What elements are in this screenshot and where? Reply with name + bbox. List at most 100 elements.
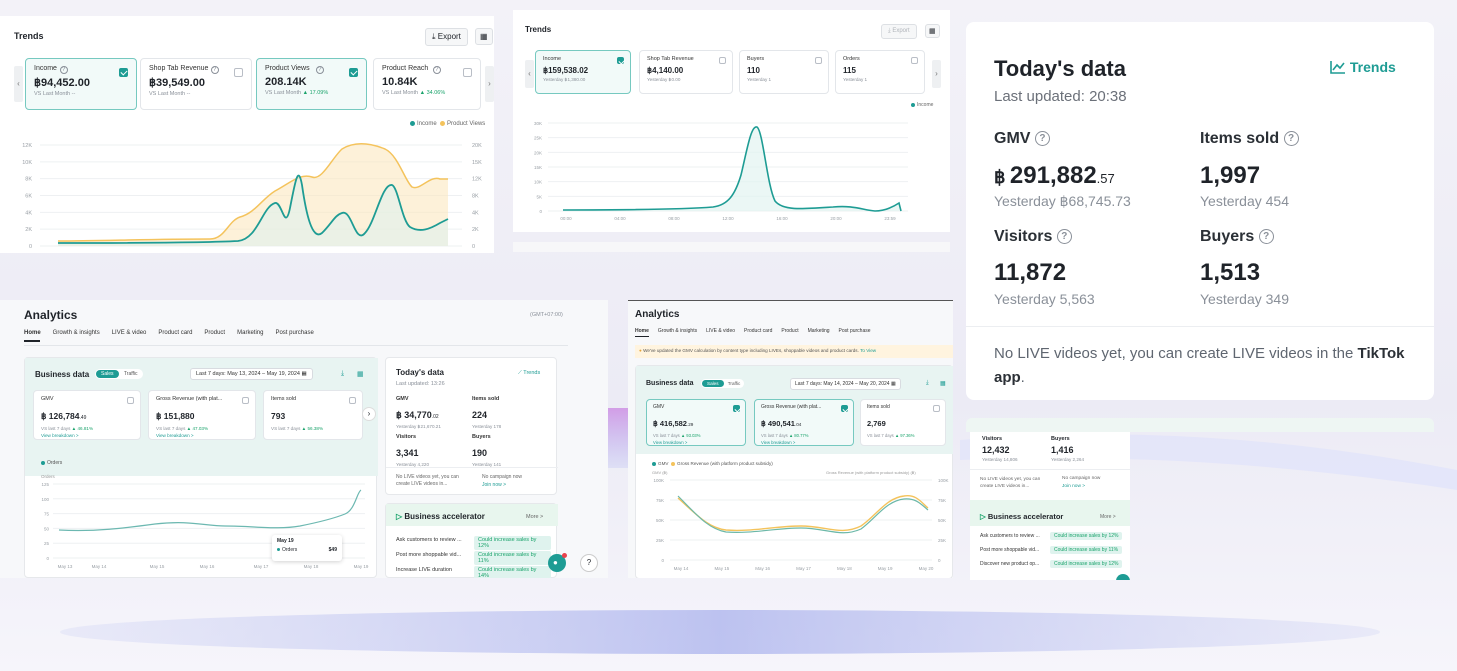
metric-card-gross-revenue-with-plat[interactable]: Gross Revenue (with plat... ฿ 490,541.04 V…	[754, 399, 854, 446]
more-link[interactable]: More >	[526, 514, 544, 520]
date-range-picker[interactable]: Last 7 days: May 14, 2024 – May 20, 2024…	[790, 378, 901, 390]
tab-growth-insights[interactable]: Growth & insights	[657, 328, 698, 334]
trends-link[interactable]: Trends	[1330, 59, 1396, 75]
accelerator-item[interactable]: Post more shoppable vid... Could increase…	[980, 546, 1125, 554]
metric-card-orders[interactable]: Orders 115 Yesterday 1	[835, 50, 925, 94]
tab-product[interactable]: Product	[204, 330, 226, 336]
calendar-button[interactable]: ▦	[475, 28, 493, 45]
metric-checkbox[interactable]	[127, 397, 134, 404]
metric-checkbox[interactable]	[841, 405, 848, 412]
toggle-traffic[interactable]: Traffic	[123, 371, 138, 377]
chat-fab[interactable]: ●	[548, 553, 567, 572]
view-breakdown-link[interactable]: View breakdown >	[156, 433, 194, 438]
tab-product-card[interactable]: Product card	[158, 330, 193, 336]
chat-fab[interactable]	[1116, 574, 1130, 580]
next-cards-button[interactable]: ›	[362, 407, 376, 421]
metric-card-buyers[interactable]: Buyers 110 Yesterday 1	[739, 50, 829, 94]
view-breakdown-link[interactable]: View breakdown >	[761, 440, 796, 445]
metric-checkbox[interactable]	[733, 405, 740, 412]
prev-arrow-button[interactable]: ‹	[14, 66, 23, 102]
banner-link[interactable]: To View	[860, 348, 877, 353]
accelerator-item[interactable]: Post more shoppable vid... Could increase…	[396, 551, 551, 565]
help-icon[interactable]: ?	[210, 66, 219, 74]
view-breakdown-link[interactable]: View breakdown >	[41, 433, 79, 438]
metric-card-income[interactable]: Income ฿159,538.02 Yesterday ฿1,380.00	[535, 50, 631, 94]
help-icon[interactable]: ?	[1056, 229, 1072, 245]
view-breakdown-link[interactable]: View breakdown >	[653, 440, 688, 445]
calendar-icon[interactable]: ▦	[357, 371, 364, 378]
join-now-link[interactable]: Join now >	[1062, 484, 1086, 489]
tab-live-video[interactable]: LIVE & video	[111, 330, 147, 336]
help-icon[interactable]: ?	[59, 66, 68, 74]
export-button[interactable]: ⤓ Export	[425, 28, 468, 46]
toggle-sales[interactable]: Sales	[702, 380, 724, 387]
metric-checkbox[interactable]	[911, 57, 918, 64]
metric-label: GMV	[41, 396, 54, 402]
trends-link[interactable]: ⟋ Trends	[518, 370, 541, 376]
tab-marketing[interactable]: Marketing	[807, 328, 830, 334]
more-link[interactable]: More >	[1100, 514, 1116, 520]
accelerator-item[interactable]: Ask customers to review ... Could increas…	[980, 532, 1125, 540]
help-icon[interactable]: ?	[1258, 229, 1274, 245]
metric-checkbox[interactable]	[349, 68, 358, 77]
accelerator-item[interactable]: Increase LIVE duration Could increase sal…	[396, 566, 551, 578]
metric-checkbox[interactable]	[234, 68, 243, 77]
tab-growth-insights[interactable]: Growth & insights	[52, 330, 100, 336]
metric-card-items-sold[interactable]: Items sold 2,769 VS last 7 days ▲ 97.36%	[860, 399, 946, 446]
metric-card-items-sold[interactable]: Items sold 793 VS last 7 days ▲ 56.38%	[263, 390, 363, 440]
metric-checkbox[interactable]	[349, 397, 356, 404]
metric-card-gmv[interactable]: GMV ฿ 416,582.29 VS last 7 days ▲ 93.03% Vi…	[646, 399, 746, 446]
metric-checkbox[interactable]	[463, 68, 472, 77]
metric-checkbox[interactable]	[242, 397, 249, 404]
metric-value: ฿159,538.02	[543, 66, 589, 75]
tab-post-purchase[interactable]: Post purchase	[838, 328, 871, 334]
help-icon[interactable]: ?	[1034, 131, 1050, 147]
metric-checkbox[interactable]	[119, 68, 128, 77]
calendar-icon[interactable]: ▦	[940, 381, 946, 387]
help-icon[interactable]: ?	[1283, 131, 1299, 147]
toggle-traffic[interactable]: Traffic	[727, 381, 741, 386]
metric-card-gross-revenue-with-plat[interactable]: Gross Revenue (with plat... ฿ 151,880 VS l…	[148, 390, 256, 440]
tab-home[interactable]: Home	[24, 330, 41, 336]
metric-card-product-reach[interactable]: Product Reach? 10.84K VS Last Month ▲ 34.0…	[373, 58, 481, 110]
join-now-link[interactable]: Join now >	[482, 482, 507, 488]
next-arrow-button[interactable]: ›	[932, 60, 941, 88]
help-icon[interactable]: ?	[432, 66, 441, 74]
metric-label: Visitors	[396, 434, 417, 440]
tab-underline	[24, 340, 40, 342]
metric-card-income[interactable]: Income? ฿94,452.00 VS Last Month --	[25, 58, 137, 110]
toggle-sales[interactable]: Sales	[96, 370, 119, 378]
tab-home[interactable]: Home	[635, 328, 649, 334]
metric-card-shop-tab-revenue[interactable]: Shop Tab Revenue? ฿39,549.00 VS Last Month…	[140, 58, 252, 110]
export-button[interactable]: ⤓ Export	[881, 24, 917, 39]
metric-compare: VS last 7 days ▲ 47.03%	[156, 426, 209, 431]
date-range-picker[interactable]: Last 7 days: May 13, 2024 – May 19, 2024…	[190, 368, 313, 380]
download-icon[interactable]: ⤓	[341, 370, 345, 377]
next-arrow-button[interactable]: ›	[485, 66, 494, 102]
tab-product[interactable]: Product	[781, 328, 799, 334]
accelerator-item[interactable]: Discover new product op... Could increase…	[980, 560, 1125, 568]
business-data-card: Business data Sales Traffic Last 7 days:…	[24, 357, 378, 578]
metric-card-gmv[interactable]: GMV ฿ 126,784.49 VS last 7 days ▲ 46.81% Vi…	[33, 390, 141, 440]
help-fab[interactable]: ?	[580, 554, 598, 572]
tiktok-app-link[interactable]: TikTok app	[994, 345, 1405, 386]
tab-marketing[interactable]: Marketing	[237, 330, 264, 336]
tab-product-card[interactable]: Product card	[744, 328, 773, 334]
prev-arrow-button[interactable]: ‹	[525, 60, 534, 88]
download-icon[interactable]: ⤓	[926, 380, 929, 386]
tab-live-video[interactable]: LIVE & video	[706, 328, 735, 334]
help-icon[interactable]: ?	[315, 66, 324, 74]
calendar-button[interactable]: ▦	[925, 24, 940, 38]
metric-checkbox[interactable]	[719, 57, 726, 64]
metric-checkbox[interactable]	[617, 57, 624, 64]
metric-card-shop-tab-revenue[interactable]: Shop Tab Revenue ฿4,140.00 Yesterday ฿0.00	[639, 50, 733, 94]
tab-post-purchase[interactable]: Post purchase	[275, 330, 314, 336]
sales-traffic-toggle[interactable]: Sales Traffic	[701, 379, 745, 388]
metric-checkbox[interactable]	[933, 405, 940, 412]
metric-number: ฿ 416,582	[653, 419, 687, 428]
metric-card-product-views[interactable]: Product Views? 208.14K VS Last Month ▲ 17.…	[256, 58, 367, 110]
accelerator-item[interactable]: Ask customers to review ... Could increas…	[396, 536, 551, 550]
sales-traffic-toggle[interactable]: Sales Traffic	[95, 369, 143, 379]
metric-checkbox[interactable]	[815, 57, 822, 64]
metric-label: Shop Tab Revenue	[647, 56, 694, 62]
